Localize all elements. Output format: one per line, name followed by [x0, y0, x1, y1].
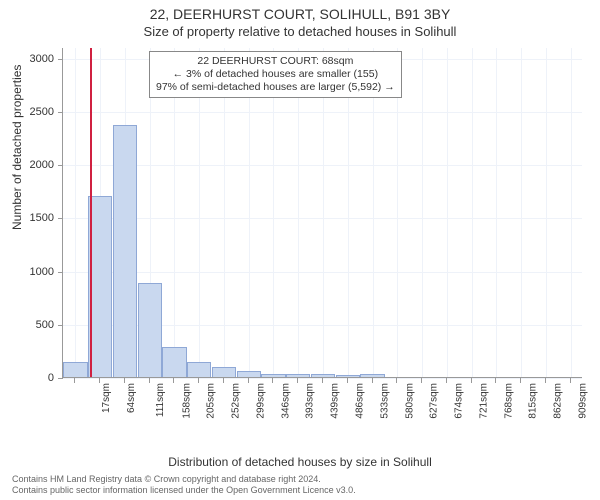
xtick-mark [149, 378, 150, 383]
page-subtitle: Size of property relative to detached ho… [0, 22, 600, 39]
xtick-mark [545, 378, 546, 383]
page-title: 22, DEERHURST COURT, SOLIHULL, B91 3BY [0, 0, 600, 22]
xtick-mark [520, 378, 521, 383]
x-axis-label: Distribution of detached houses by size … [0, 455, 600, 469]
annotation-line2: ← 3% of detached houses are smaller (155… [156, 68, 395, 81]
ytick-mark [58, 325, 63, 326]
xtick-label: 815sqm [528, 383, 539, 419]
ytick-mark [58, 59, 63, 60]
ytick-mark [58, 218, 63, 219]
xtick-mark [223, 378, 224, 383]
xtick-label: 768sqm [503, 383, 514, 419]
xtick-label: 674sqm [454, 383, 465, 419]
ytick-mark [58, 165, 63, 166]
xtick-mark [570, 378, 571, 383]
ytick-label: 500 [14, 319, 54, 331]
xtick-label: 346sqm [280, 383, 291, 419]
xtick-label: 721sqm [478, 383, 489, 419]
xtick-mark [124, 378, 125, 383]
xtick-mark [421, 378, 422, 383]
footer: Contains HM Land Registry data © Crown c… [0, 474, 600, 496]
xtick-mark [396, 378, 397, 383]
y-axis-label: Number of detached properties [10, 65, 24, 230]
xtick-label: 64sqm [126, 383, 137, 413]
xtick-label: 627sqm [429, 383, 440, 419]
xtick-label: 393sqm [305, 383, 316, 419]
annotation-line3: 97% of semi-detached houses are larger (… [156, 81, 395, 94]
xtick-label: 439sqm [330, 383, 341, 419]
ytick-label: 1000 [14, 266, 54, 278]
xtick-label: 205sqm [206, 383, 217, 419]
xtick-label: 17sqm [101, 383, 112, 413]
plot-area: 22 DEERHURST COURT: 68sqm ← 3% of detach… [62, 48, 582, 378]
ytick-label: 2000 [14, 159, 54, 171]
xtick-mark [99, 378, 100, 383]
xtick-label: 486sqm [355, 383, 366, 419]
xtick-mark [248, 378, 249, 383]
ytick-label: 2500 [14, 106, 54, 118]
ytick-label: 0 [14, 372, 54, 384]
xtick-label: 299sqm [256, 383, 267, 419]
xtick-label: 862sqm [553, 383, 564, 419]
ytick-mark [58, 272, 63, 273]
ytick-mark [58, 378, 63, 379]
annotation-line1: 22 DEERHURST COURT: 68sqm [156, 55, 395, 68]
xtick-label: 252sqm [231, 383, 242, 419]
xtick-mark [322, 378, 323, 383]
footer-line1: Contains HM Land Registry data © Crown c… [12, 474, 600, 485]
marker-line [90, 48, 92, 377]
xtick-mark [495, 378, 496, 383]
ytick-label: 3000 [14, 53, 54, 65]
xtick-mark [198, 378, 199, 383]
xtick-mark [74, 378, 75, 383]
xtick-label: 111sqm [155, 383, 166, 417]
ytick-mark [58, 112, 63, 113]
chart-container: 22, DEERHURST COURT, SOLIHULL, B91 3BY S… [0, 0, 600, 500]
xtick-label: 580sqm [404, 383, 415, 419]
xtick-mark [173, 378, 174, 383]
xtick-mark [297, 378, 298, 383]
xtick-label: 533sqm [379, 383, 390, 419]
annotation-box: 22 DEERHURST COURT: 68sqm ← 3% of detach… [149, 51, 402, 98]
xtick-mark [446, 378, 447, 383]
xtick-mark [372, 378, 373, 383]
xtick-mark [272, 378, 273, 383]
ytick-label: 1500 [14, 212, 54, 224]
plot-wrap: 22 DEERHURST COURT: 68sqm ← 3% of detach… [62, 48, 582, 410]
xtick-mark [471, 378, 472, 383]
xtick-label: 909sqm [577, 383, 588, 419]
xtick-label: 158sqm [181, 383, 192, 419]
footer-line2: Contains public sector information licen… [12, 485, 600, 496]
xtick-mark [347, 378, 348, 383]
